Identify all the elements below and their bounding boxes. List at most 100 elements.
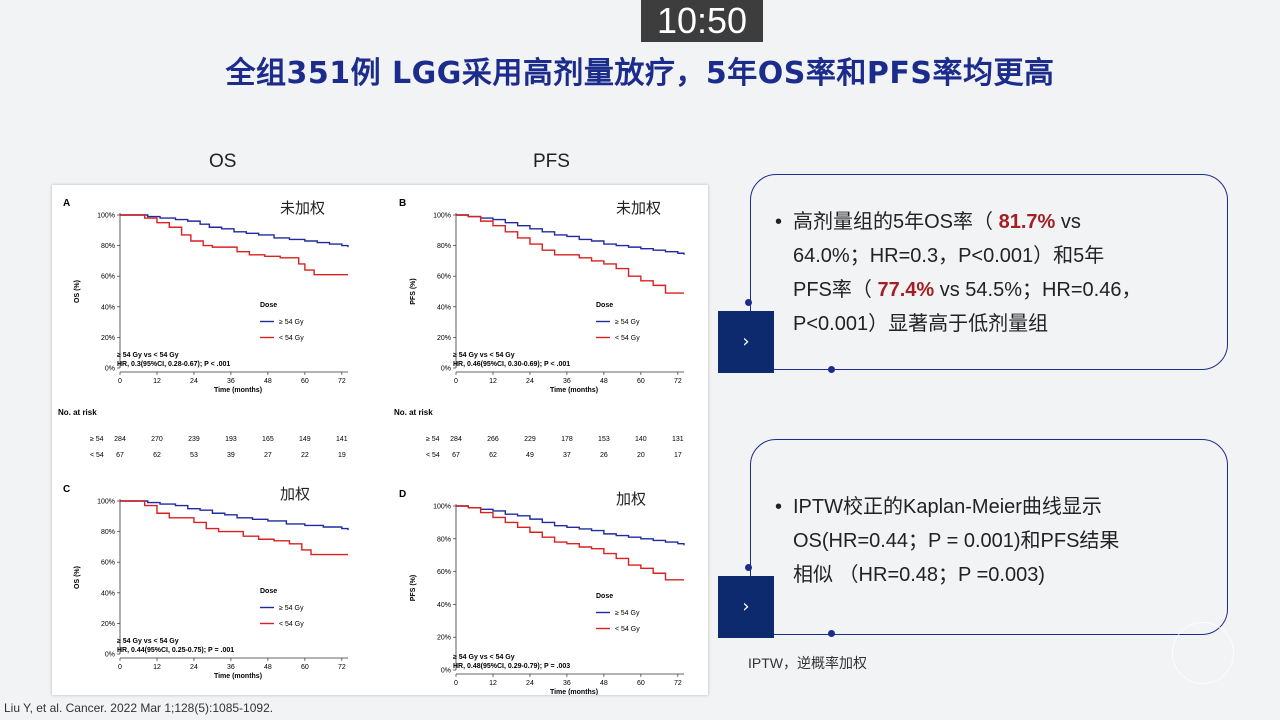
legend-label: < 54 Gy <box>615 335 640 342</box>
callout-1-connector-dot-top <box>745 299 752 306</box>
legend-label: ≥ 54 Gy <box>615 319 640 326</box>
legend-title: Dose <box>596 302 613 309</box>
panel-weighting-label: 未加权 <box>616 199 661 217</box>
x-tick-label: 0 <box>118 664 122 671</box>
y-tick-label: 60% <box>437 274 451 281</box>
footnote: IPTW，逆概率加权 <box>748 655 867 671</box>
risk-row-label: < 54 <box>90 452 104 459</box>
y-tick-label: 60% <box>101 274 115 281</box>
x-axis-title: Time (months) <box>214 673 262 680</box>
legend-title: Dose <box>260 588 277 595</box>
y-tick-label: 0% <box>441 668 451 675</box>
expand-button-1[interactable]: › <box>718 311 774 373</box>
x-tick-label: 24 <box>526 680 534 687</box>
x-tick-label: 48 <box>600 378 608 385</box>
risk-count: 266 <box>487 436 499 443</box>
os-rate-highlight: 81.7% <box>998 211 1056 233</box>
legend-label: < 54 Gy <box>279 621 304 628</box>
x-tick-label: 36 <box>227 664 235 671</box>
km-curve-high-dose <box>120 500 349 531</box>
y-tick-label: 80% <box>437 243 451 250</box>
risk-row-label: < 54 <box>426 452 440 459</box>
callout-2-connector-dot-top <box>745 564 752 571</box>
os-column-label: OS <box>209 151 237 172</box>
x-axis-title: Time (months) <box>550 689 598 695</box>
x-axis-title: Time (months) <box>550 387 598 394</box>
risk-count: 239 <box>188 436 200 443</box>
y-tick-label: 40% <box>437 602 451 609</box>
panel-letter: A <box>63 198 70 209</box>
y-tick-label: 80% <box>101 529 115 536</box>
x-axis-title: Time (months) <box>214 387 262 394</box>
km-curve-low-dose <box>120 500 348 556</box>
x-tick-label: 36 <box>227 378 235 385</box>
y-axis-title: OS (%) <box>74 566 81 589</box>
risk-count: 193 <box>225 436 237 443</box>
x-tick-label: 72 <box>338 664 346 671</box>
risk-count: 37 <box>563 452 571 459</box>
risk-count: 141 <box>336 436 348 443</box>
y-tick-label: 0% <box>105 366 115 373</box>
watermark-logo <box>1172 622 1234 684</box>
x-tick-label: 0 <box>454 680 458 687</box>
x-tick-label: 0 <box>454 378 458 385</box>
risk-count: 284 <box>450 436 462 443</box>
risk-count: 67 <box>452 452 460 459</box>
km-curve-high-dose <box>120 214 349 248</box>
risk-count: 22 <box>301 452 309 459</box>
legend-title: Dose <box>596 593 613 600</box>
risk-count: 67 <box>116 452 124 459</box>
x-tick-label: 24 <box>190 378 198 385</box>
x-tick-label: 36 <box>563 378 571 385</box>
citation: Liu Y, et al. Cancer. 2022 Mar 1;128(5):… <box>4 701 274 715</box>
x-tick-label: 24 <box>190 664 198 671</box>
x-tick-label: 60 <box>301 664 309 671</box>
panel-weighting-label: 加权 <box>616 490 646 508</box>
y-tick-label: 0% <box>105 652 115 659</box>
x-tick-label: 60 <box>637 680 645 687</box>
callout-2-text: • IPTW校正的Kaplan-Meier曲线显示 OS(HR=0.44；P = … <box>775 490 1215 592</box>
y-tick-label: 60% <box>437 569 451 576</box>
expand-button-2[interactable]: › <box>718 576 774 638</box>
panel-letter: C <box>63 484 70 495</box>
legend-label: < 54 Gy <box>615 626 640 633</box>
y-tick-label: 40% <box>101 304 115 311</box>
x-tick-label: 48 <box>600 680 608 687</box>
x-tick-label: 12 <box>489 680 497 687</box>
risk-count: 165 <box>262 436 274 443</box>
bullet-icon: • <box>775 211 783 233</box>
callout-box-1 <box>750 174 1228 370</box>
risk-count: 49 <box>526 452 534 459</box>
risk-row-label: ≥ 54 <box>426 436 440 443</box>
y-tick-label: 40% <box>437 304 451 311</box>
stats-hazard-ratio: HR, 0.3(95%CI, 0.28-0.67); P < .001 <box>117 361 230 368</box>
km-curve-high-dose <box>456 505 685 546</box>
stats-comparison: ≥ 54 Gy vs < 54 Gy <box>117 352 179 359</box>
risk-count: 178 <box>561 436 573 443</box>
x-tick-label: 0 <box>118 378 122 385</box>
x-tick-label: 12 <box>489 378 497 385</box>
risk-count: 62 <box>489 452 497 459</box>
y-tick-label: 20% <box>101 621 115 628</box>
risk-count: 17 <box>674 452 682 459</box>
risk-row-label: ≥ 54 <box>90 436 104 443</box>
y-tick-label: 20% <box>437 335 451 342</box>
slide-title: 全组351例 LGG采用高剂量放疗，5年OS率和PFS率均更高 <box>225 56 1055 91</box>
legend-label: ≥ 54 Gy <box>615 610 640 617</box>
km-curve-low-dose <box>456 505 684 581</box>
risk-count: 284 <box>114 436 126 443</box>
risk-count: 20 <box>637 452 645 459</box>
x-tick-label: 60 <box>301 378 309 385</box>
x-tick-label: 72 <box>674 680 682 687</box>
y-tick-label: 80% <box>101 243 115 250</box>
legend-label: ≥ 54 Gy <box>279 605 304 612</box>
risk-count: 140 <box>635 436 647 443</box>
risk-table-title: No. at risk <box>58 408 97 417</box>
risk-count: 26 <box>600 452 608 459</box>
y-tick-label: 100% <box>433 504 451 511</box>
km-curve-low-dose <box>456 214 684 294</box>
panel-weighting-label: 加权 <box>280 485 310 503</box>
x-tick-label: 72 <box>338 378 346 385</box>
x-tick-label: 12 <box>153 378 161 385</box>
pfs-column-label: PFS <box>533 151 570 172</box>
